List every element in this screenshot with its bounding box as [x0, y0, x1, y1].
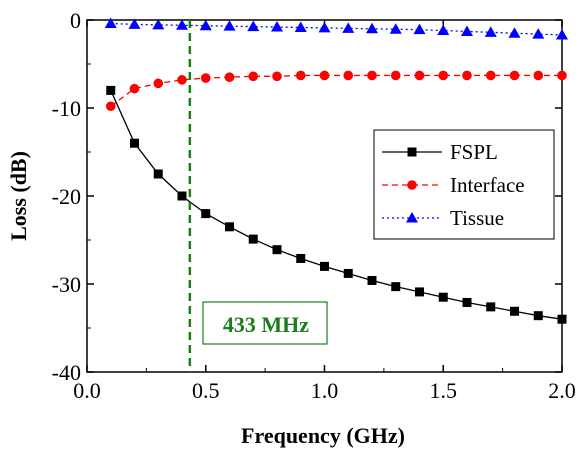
data-point-fspl [486, 302, 496, 312]
y-tick-label: -20 [52, 184, 81, 209]
data-point-fspl [533, 311, 543, 321]
x-tick-label: 0.0 [73, 378, 101, 403]
data-point-fspl [272, 245, 282, 255]
data-point-interface [390, 70, 401, 81]
data-point-tissue [413, 23, 426, 35]
data-point-tissue [508, 27, 521, 38]
series-line-tissue [110, 22, 563, 36]
data-point-interface [509, 70, 520, 81]
legend-marker-fspl [407, 147, 417, 157]
data-point-interface [224, 72, 235, 82]
data-point-tissue [199, 19, 212, 31]
data-point-tissue [461, 25, 473, 36]
legend-label-tissue: Tissue [450, 206, 504, 230]
data-point-interface [248, 71, 259, 82]
data-point-tissue [294, 21, 307, 32]
legend-item-interface: Interface [382, 173, 525, 197]
data-point-interface [295, 70, 306, 81]
data-point-fspl [510, 306, 519, 316]
data-point-tissue [342, 22, 355, 33]
data-point-tissue [556, 28, 568, 40]
data-point-tissue [366, 22, 378, 34]
data-point-tissue [271, 21, 283, 32]
data-point-fspl [415, 287, 424, 297]
annotation-433mhz-label: 433 MHz [223, 312, 309, 337]
legend-item-fspl: FSPL [382, 140, 498, 164]
y-tick-label: 0 [70, 8, 81, 33]
data-point-fspl [462, 297, 472, 307]
plot-frame: 0.0 0.5 1.0 1.5 2.0 0 -10 -20 -30 -40 [52, 8, 576, 403]
series-tissue [104, 17, 568, 40]
legend-item-tissue: Tissue [382, 206, 504, 230]
data-point-fspl [557, 314, 567, 324]
series-fspl [106, 85, 567, 324]
data-point-interface [462, 70, 472, 81]
x-tick-label: 1.0 [311, 378, 339, 403]
data-point-fspl [367, 275, 377, 285]
data-point-tissue [152, 18, 165, 30]
data-point-fspl [153, 169, 163, 179]
data-point-interface [367, 70, 377, 81]
data-point-fspl [438, 292, 448, 302]
data-point-fspl [391, 282, 401, 292]
data-point-fspl [320, 261, 329, 271]
data-point-interface [485, 70, 496, 81]
data-point-tissue [532, 28, 545, 39]
data-point-tissue [247, 20, 260, 32]
series-interface [105, 70, 567, 112]
data-point-interface [200, 73, 211, 83]
x-tick-label: 0.5 [192, 378, 220, 403]
y-tick-label: -10 [52, 96, 81, 121]
data-point-fspl [177, 191, 187, 201]
data-point-fspl [130, 138, 139, 148]
data-point-interface [153, 78, 164, 89]
data-point-tissue [437, 24, 450, 36]
x-axis-title: Frequency (GHz) [241, 423, 405, 448]
data-point-fspl [296, 253, 306, 263]
data-point-fspl [248, 234, 258, 244]
data-point-tissue [484, 26, 497, 37]
data-point-interface [129, 83, 140, 94]
data-point-interface [272, 71, 282, 82]
legend: FSPL Interface Tissue [373, 129, 555, 240]
data-point-interface [414, 70, 425, 81]
series-layer [104, 17, 568, 324]
data-point-interface [438, 70, 449, 81]
data-point-interface [105, 101, 116, 112]
data-point-interface [343, 70, 354, 81]
legend-label-interface: Interface [450, 173, 525, 197]
data-point-tissue [223, 20, 236, 31]
data-point-fspl [106, 85, 116, 95]
y-axis-title: Loss (dB) [6, 151, 31, 241]
data-point-fspl [225, 222, 234, 232]
data-point-tissue [104, 17, 117, 29]
legend-marker-tissue [406, 212, 418, 223]
data-point-interface [557, 70, 567, 81]
annotation-box [202, 301, 328, 345]
legend-marker-interface [407, 180, 417, 190]
y-tick-label: -40 [52, 360, 81, 385]
data-point-interface [177, 75, 187, 85]
data-point-tissue [389, 23, 402, 34]
data-point-tissue [176, 19, 188, 30]
y-tick-label: -30 [52, 272, 81, 297]
annotation-layer: 433 MHz [188, 20, 328, 372]
data-point-fspl [201, 209, 211, 219]
x-tick-label: 1.5 [430, 378, 458, 403]
data-point-interface [533, 70, 544, 81]
data-point-fspl [343, 268, 353, 278]
data-point-tissue [318, 21, 331, 33]
legend-label-fspl: FSPL [450, 140, 498, 164]
data-point-tissue [128, 18, 141, 29]
x-tick-label: 2.0 [548, 378, 576, 403]
data-point-interface [319, 70, 330, 81]
